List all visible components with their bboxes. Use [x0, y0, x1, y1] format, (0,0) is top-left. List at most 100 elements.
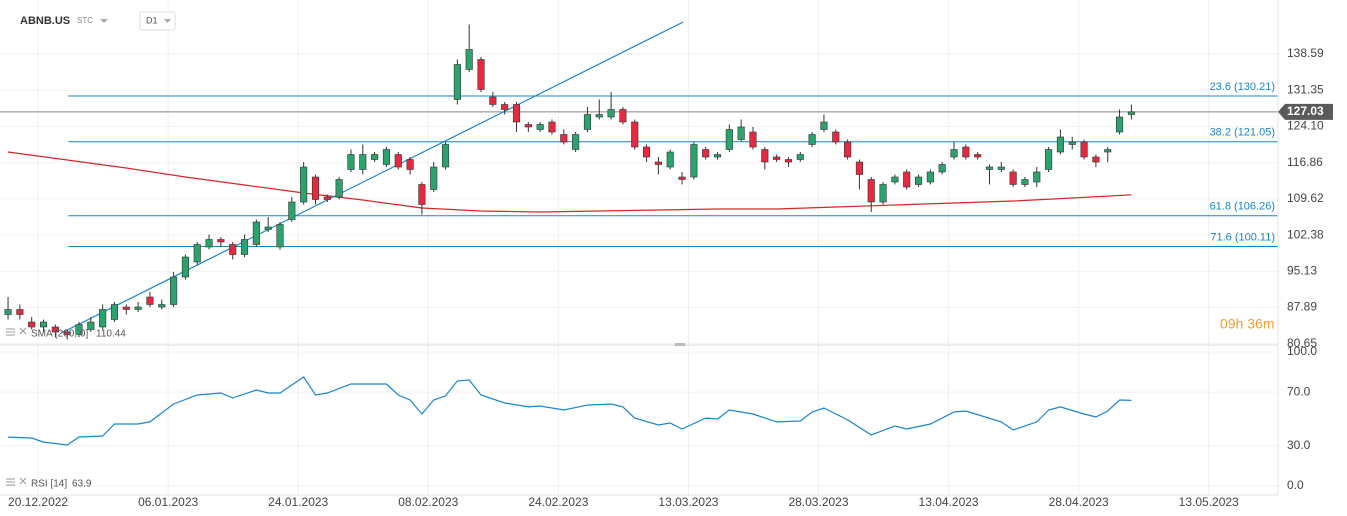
- candle-body: [536, 124, 544, 130]
- fib-label: 71.6 (100.11): [1210, 231, 1275, 243]
- candle-body: [489, 96, 497, 105]
- candle-body: [926, 171, 934, 183]
- candle-body: [832, 131, 840, 143]
- candle-body: [170, 276, 178, 305]
- candle-body: [453, 64, 461, 100]
- candle-body: [643, 146, 651, 158]
- candle-body: [1115, 116, 1124, 133]
- panel-handle[interactable]: [675, 343, 685, 346]
- candle-body: [1127, 111, 1135, 115]
- y-tick-label: 138.59: [1287, 46, 1324, 60]
- last-price-tag: [1278, 103, 1333, 120]
- candle-body: [28, 321, 36, 328]
- dropdown-icon[interactable]: [100, 19, 108, 23]
- rsi-legend-icons[interactable]: [6, 477, 27, 486]
- candle-body: [146, 296, 154, 305]
- candle-body: [205, 239, 213, 248]
- x-tick-label: 20.12.2022: [8, 495, 68, 509]
- candle-body: [39, 321, 48, 328]
- symbol[interactable]: ABNB.US: [20, 15, 70, 27]
- candle-body: [323, 196, 331, 200]
- candle-body: [1092, 156, 1100, 163]
- sma-legend-icons[interactable]: [6, 327, 27, 336]
- rsi-legend-value: 63.9: [72, 479, 92, 490]
- candle-body: [867, 179, 875, 203]
- candle-body: [631, 121, 639, 148]
- y-tick-label: 102.38: [1287, 227, 1324, 241]
- y-tick-label: 116.86: [1287, 155, 1323, 169]
- candle-body: [595, 114, 603, 118]
- x-tick-label: 06.01.2023: [138, 495, 198, 509]
- candle-body: [1009, 171, 1017, 185]
- rsi-legend: RSI [14]: [31, 479, 67, 490]
- candle-body: [749, 131, 757, 148]
- x-tick-label: 24.02.2023: [528, 495, 588, 509]
- candle-body: [1021, 179, 1029, 185]
- candle-body: [16, 309, 24, 315]
- y-tick-label: 80.65: [1287, 336, 1317, 350]
- fib-label: 38.2 (121.05): [1210, 127, 1275, 139]
- candle-body: [1033, 171, 1041, 183]
- candle-body: [1104, 149, 1112, 153]
- interval-box[interactable]: [139, 11, 176, 31]
- candle-body: [347, 154, 355, 170]
- candle-body: [110, 304, 119, 320]
- candle-body: [879, 184, 887, 203]
- candle-body: [950, 149, 958, 158]
- grid: [0, 0, 1278, 495]
- candle-body: [607, 109, 615, 118]
- rsi-tick-label: 30.0: [1287, 438, 1311, 452]
- candle-body: [288, 201, 296, 220]
- candle-body: [252, 221, 260, 245]
- candle-body: [406, 159, 414, 170]
- candle-body: [985, 166, 994, 170]
- candle-body: [359, 154, 367, 170]
- candle-body: [158, 304, 166, 308]
- candle-body: [465, 49, 473, 70]
- fib-label: 23.6 (130.21): [1210, 81, 1275, 93]
- interval[interactable]: D1: [146, 15, 158, 25]
- candle-body: [773, 156, 781, 160]
- x-tick-label: 13.03.2023: [658, 495, 718, 509]
- candle-body: [134, 306, 142, 310]
- trendline: [61, 21, 684, 334]
- candle-body: [891, 176, 899, 183]
- candle-body: [300, 166, 308, 203]
- rsi-tick-label: 100.0: [1287, 344, 1317, 358]
- candle-body: [441, 144, 450, 168]
- dropdown-icon[interactable]: [164, 19, 171, 23]
- candle-body: [938, 164, 946, 173]
- candle-body: [1080, 141, 1088, 158]
- candle-body: [974, 154, 982, 158]
- candle-body: [761, 149, 769, 163]
- candle-body: [311, 176, 320, 200]
- candle-body: [418, 184, 426, 205]
- sma-line: [7, 151, 1132, 213]
- asset-class[interactable]: STC: [77, 16, 93, 25]
- plot: [0, 21, 1278, 446]
- candle-body: [713, 154, 722, 158]
- candle-body: [583, 114, 591, 130]
- rsi-line: [7, 376, 1132, 446]
- candle-body: [737, 126, 745, 140]
- candle-body: [690, 144, 698, 178]
- candle-body: [477, 59, 485, 90]
- y-tick-label: 87.89: [1287, 300, 1317, 314]
- candle-body: [87, 321, 95, 330]
- candle-body: [962, 146, 970, 158]
- candle-body: [524, 124, 532, 128]
- candle-body: [844, 141, 852, 158]
- x-tick-label: 13.04.2023: [919, 495, 979, 509]
- candle-body: [914, 176, 923, 185]
- candle-body: [51, 326, 59, 333]
- candle-body: [382, 149, 390, 165]
- candle-body: [371, 154, 379, 160]
- candle-body: [855, 161, 863, 175]
- candle-body: [430, 166, 438, 190]
- candle-body: [678, 176, 686, 180]
- candle-body: [548, 121, 556, 133]
- candle-body: [1056, 136, 1064, 153]
- candle-body: [240, 239, 249, 255]
